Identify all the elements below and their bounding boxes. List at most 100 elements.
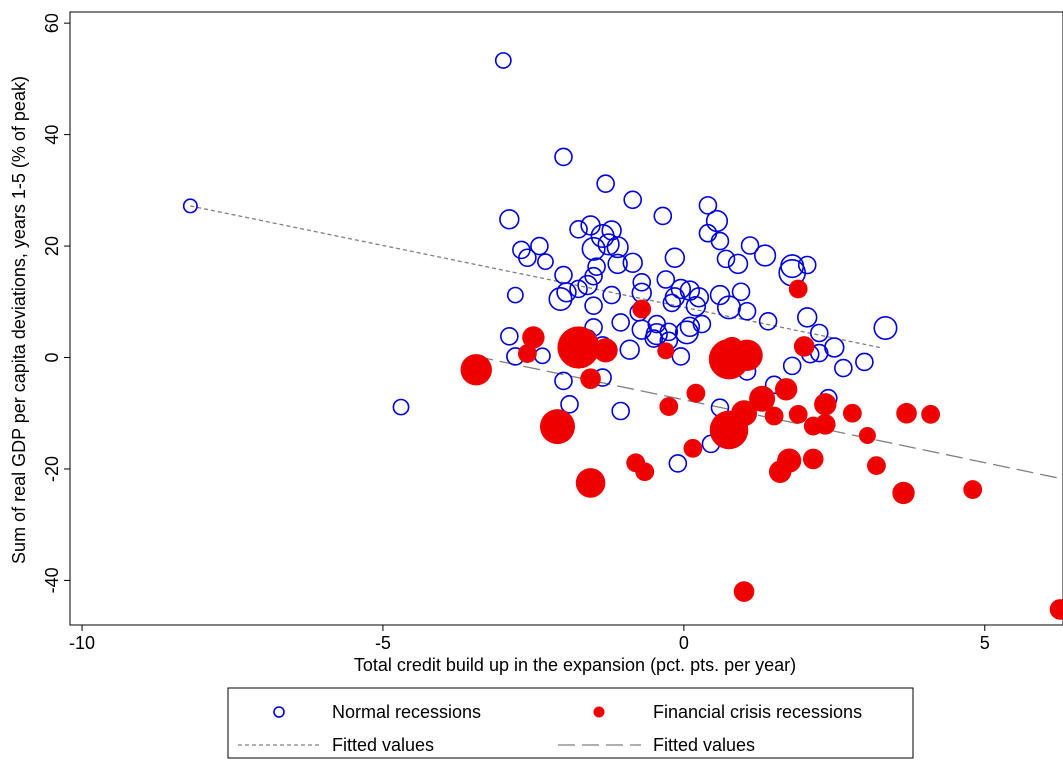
fitted-line-short-dash <box>190 205 883 349</box>
normal-recession-point <box>688 287 710 308</box>
financial-crisis-point <box>539 409 575 445</box>
y-tick-label: 40 <box>42 125 62 145</box>
financial-crisis-point <box>686 383 706 403</box>
normal-recession-point <box>548 286 573 311</box>
y-axis: -40 -20 0 20 40 60 <box>42 13 70 593</box>
financial-crisis-point <box>522 326 545 349</box>
normal-recession-point <box>662 293 682 313</box>
x-tick-label: 5 <box>980 633 990 653</box>
x-axis-title: Total credit build up in the expansion (… <box>354 655 796 675</box>
normal-recession-point <box>737 301 757 321</box>
financial-crisis-point <box>802 448 824 470</box>
financial-crisis-point <box>460 354 492 386</box>
normal-recession-point <box>494 52 512 69</box>
normal-recession-point <box>577 274 598 296</box>
normal-recession-point <box>606 236 629 259</box>
y-tick-label: 60 <box>42 13 62 33</box>
legend-label-fit-long: Fitted values <box>653 735 755 755</box>
x-tick-label: 0 <box>679 633 689 653</box>
normal-recession-point <box>581 236 606 261</box>
normal-recession-point <box>740 236 760 255</box>
data-points <box>182 52 1063 620</box>
normal-recession-point <box>623 190 643 210</box>
financial-crisis-point <box>575 468 606 498</box>
financial-crisis-point <box>788 404 808 424</box>
financial-crisis-point <box>963 480 983 499</box>
x-axis: -10 -5 0 5 <box>69 625 990 653</box>
normal-recession-point <box>692 314 712 334</box>
normal-recession-point <box>560 395 579 414</box>
normal-recession-point <box>632 272 652 292</box>
normal-recession-point <box>698 196 718 215</box>
normal-recession-point <box>685 296 707 317</box>
normal-recession-point <box>797 255 817 275</box>
financial-crisis-point <box>814 393 837 416</box>
normal-recession-point <box>569 220 588 239</box>
normal-recession-point <box>668 454 688 473</box>
normal-recession-point <box>758 311 778 331</box>
financial-crisis-point <box>659 397 679 416</box>
normal-recession-point <box>584 296 603 315</box>
normal-recession-point <box>782 356 802 376</box>
legend-label-financial: Financial crisis recessions <box>653 702 862 722</box>
normal-recession-point <box>716 249 736 269</box>
normal-recession-point <box>622 252 643 273</box>
normal-recession-point <box>392 398 410 416</box>
legend: Normal recessions Financial crisis reces… <box>227 687 914 759</box>
legend-label-normal: Normal recessions <box>332 702 481 722</box>
normal-recession-point <box>797 307 818 328</box>
financial-crisis-point <box>867 456 886 476</box>
x-tick-label: -5 <box>375 633 391 653</box>
normal-recession-point <box>537 253 554 271</box>
legend-symbol-financial <box>593 706 605 718</box>
legend-symbol-normal <box>273 706 285 718</box>
financial-crisis-point <box>1049 599 1063 620</box>
financial-crisis-point <box>632 299 652 319</box>
financial-crisis-point <box>892 481 915 505</box>
normal-recession-point <box>679 316 701 338</box>
financial-crisis-point <box>896 402 917 424</box>
normal-recession-point <box>499 209 520 230</box>
normal-recession-point <box>753 244 777 267</box>
normal-recession-point <box>611 401 630 421</box>
financial-crisis-point <box>517 344 537 364</box>
normal-recession-point <box>709 284 731 306</box>
normal-recession-point <box>596 174 615 193</box>
normal-recession-point <box>809 323 829 343</box>
normal-recession-point <box>554 147 573 167</box>
y-tick-label: -20 <box>42 456 62 482</box>
normal-recession-point <box>653 206 673 226</box>
normal-recession-point <box>727 253 749 275</box>
normal-recession-point <box>607 253 628 275</box>
normal-recession-point <box>664 247 686 268</box>
financial-crisis-point <box>733 581 755 602</box>
plot-area <box>69 11 1063 626</box>
normal-recession-point <box>602 285 621 305</box>
financial-crisis-point <box>657 342 675 360</box>
normal-recession-point <box>671 347 691 366</box>
normal-recession-point <box>656 270 676 289</box>
financial-crisis-point <box>858 427 876 445</box>
normal-recession-point <box>530 236 549 256</box>
legend-box <box>227 687 914 759</box>
financial-crisis-point <box>731 400 758 427</box>
normal-recession-point <box>644 329 664 348</box>
y-tick-label: 20 <box>42 236 62 256</box>
legend-label-fit-short: Fitted values <box>332 735 434 755</box>
y-tick-label: -40 <box>42 567 62 593</box>
financial-crisis-point <box>731 339 763 371</box>
normal-recession-point <box>182 198 198 214</box>
financial-crisis-point <box>764 406 784 426</box>
normal-recession-point <box>873 315 898 340</box>
financial-crisis-point <box>793 336 815 357</box>
normal-recession-point <box>834 358 853 378</box>
financial-crisis-point <box>768 460 792 483</box>
financial-crisis-point <box>921 404 940 424</box>
normal-recession-point <box>659 322 679 342</box>
normal-recession-point <box>731 282 751 302</box>
normal-recession-point <box>597 233 620 256</box>
normal-recession-point <box>855 352 874 372</box>
normal-recession-point <box>500 327 519 346</box>
normal-recession-point <box>518 248 537 268</box>
